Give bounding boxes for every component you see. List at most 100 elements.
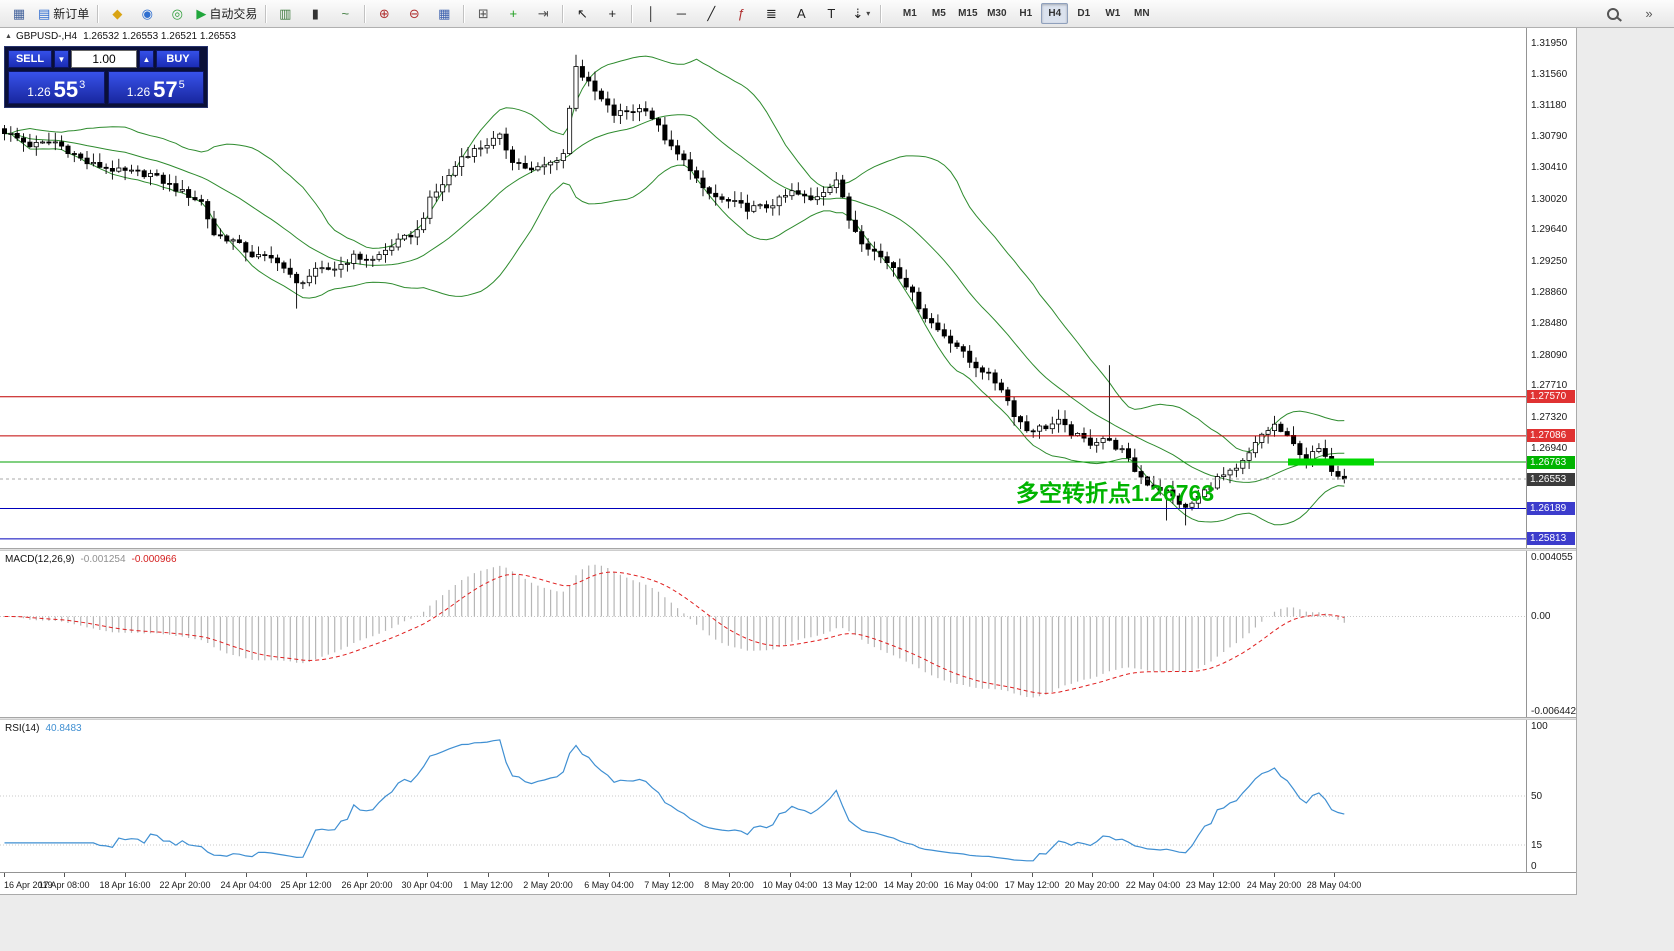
charts-icon[interactable]: ▦ (4, 2, 34, 26)
sell-price-button[interactable]: 1.26 55 3 (8, 71, 105, 104)
sell-price-sup: 3 (79, 79, 86, 91)
rsi-canvas[interactable] (0, 720, 1526, 872)
chart-shift-icon[interactable]: ⇥ (528, 2, 558, 26)
candles-icon[interactable]: ▮ (300, 2, 330, 26)
symbol-period-label: GBPUSD-,H4 (15, 31, 78, 42)
arrows-icon[interactable]: ⇣ ▾ (846, 2, 876, 26)
volume-increase-button[interactable]: ▲ (139, 50, 154, 68)
price-line-badge: 1.27570 (1527, 390, 1575, 403)
price-line-badge: 1.26189 (1527, 502, 1575, 515)
indicators-icon[interactable]: + (498, 2, 528, 26)
new-order-button-label: 新订单 (53, 7, 90, 21)
new-order-button[interactable]: ▤ 新订单 (34, 2, 93, 26)
price-scale-label: 1.27320 (1531, 412, 1568, 423)
time-axis-tick (64, 873, 65, 877)
timeframe-h4[interactable]: H4 (1041, 3, 1069, 24)
macd-header: MACD(12,26,9) -0.001254 -0.000966 (5, 554, 177, 565)
time-axis-label: 30 Apr 04:00 (401, 880, 453, 890)
horizontal-line-icon-icon: ─ (676, 6, 686, 21)
time-axis-label: 18 Apr 16:00 (99, 880, 151, 890)
crosshair-icon[interactable]: + (597, 2, 627, 26)
sell-button[interactable]: SELL (8, 50, 52, 68)
tile-windows-icon-icon: ⊞ (477, 6, 489, 21)
timeframe-h1[interactable]: H1 (1019, 8, 1033, 19)
price-chart-canvas[interactable] (0, 28, 1526, 548)
time-axis-label: 20 May 20:00 (1064, 880, 1120, 890)
macd-canvas[interactable] (0, 551, 1526, 717)
toolbar-separator (562, 4, 564, 23)
time-axis-label: 10 May 04:00 (762, 880, 818, 890)
line-chart-icon-icon: ~ (341, 6, 350, 21)
metaeditor-icon-icon: ◆ (112, 6, 123, 21)
time-axis-tick (729, 873, 730, 877)
time-axis-tick (971, 873, 972, 877)
time-axis-tick (790, 873, 791, 877)
vertical-line-icon-icon: │ (647, 6, 656, 21)
crosshair-icon-icon: + (608, 6, 617, 21)
time-axis-tick (427, 873, 428, 877)
community-icon[interactable]: ◉ (132, 2, 162, 26)
panel-divider[interactable] (0, 548, 1576, 551)
timeframe-m1[interactable]: M1 (902, 8, 917, 19)
volume-input[interactable] (71, 50, 137, 68)
volume-decrease-button[interactable]: ▼ (54, 50, 69, 68)
time-axis-tick (306, 873, 307, 877)
time-axis-tick (1032, 873, 1033, 877)
time-axis-label: 17 May 12:00 (1004, 880, 1060, 890)
time-axis-tick (911, 873, 912, 877)
price-scale[interactable]: 1.31950 1.31560 1.31180 1.30790 1.30410 1.300… (1526, 28, 1576, 872)
line-chart-icon[interactable]: ~ (330, 2, 360, 26)
toolbar-expand-icon: » (1645, 6, 1653, 21)
text-icon[interactable]: A (786, 2, 816, 26)
one-click-trading-panel: SELL ▼ ▲ BUY 1.26 55 3 1.26 57 (4, 46, 208, 108)
chart-shift-icon-icon: ⇥ (537, 6, 549, 21)
macd-scale-label: 0.00 (1531, 611, 1551, 622)
grid-icon[interactable]: ▦ (429, 2, 459, 26)
toolbar-expand-icon[interactable]: » (1634, 2, 1664, 26)
timeframe-m5[interactable]: M5 (931, 8, 946, 19)
cursor-icon[interactable]: ↖ (567, 2, 597, 26)
label-icon[interactable]: T (816, 2, 846, 26)
zoom-out-icon[interactable]: ⊖ (399, 2, 429, 26)
fibonacci-icon[interactable]: ƒ (726, 2, 756, 26)
timeframe-m15[interactable]: M15 (958, 8, 978, 19)
vertical-line-icon[interactable]: │ (636, 2, 666, 26)
panel-divider[interactable] (0, 717, 1576, 720)
timeframe-toolbar: M1 M5 M15 M30 H1 H4 D1 W1 MN (895, 3, 1156, 24)
price-line-badge: 1.26553 (1527, 473, 1575, 486)
horizontal-line-icon[interactable]: ─ (666, 2, 696, 26)
timeframe-w1[interactable]: W1 (1105, 8, 1121, 19)
macd-signal-value: -0.000966 (131, 554, 177, 565)
zoom-in-icon[interactable]: ⊕ (369, 2, 399, 26)
market-icon[interactable]: ◎ (162, 2, 192, 26)
channel-icon[interactable]: ≣ (756, 2, 786, 26)
arrows-icon-icon: ⇣ (852, 6, 864, 21)
price-scale-label: 1.31560 (1531, 69, 1568, 80)
price-line-badge: 1.26763 (1527, 456, 1575, 469)
turning-point-annotation[interactable]: 多空转折点1.26763 (1016, 480, 1215, 506)
metaeditor-icon[interactable]: ◆ (102, 2, 132, 26)
rsi-scale-label: 100 (1531, 721, 1548, 732)
autotrading-button[interactable]: ▶ 自动交易 (192, 2, 261, 26)
buy-price-button[interactable]: 1.26 57 5 (107, 71, 204, 104)
time-axis-tick (185, 873, 186, 877)
search-icon[interactable] (1598, 2, 1628, 26)
rsi-panel: RSI(14) 40.8483 (0, 720, 1526, 872)
trendline-icon[interactable]: ╱ (696, 2, 726, 26)
price-scale-label: 1.30020 (1531, 194, 1568, 205)
time-axis-label: 24 May 20:00 (1246, 880, 1302, 890)
bars-icon[interactable]: ▥ (270, 2, 300, 26)
time-axis-label: 16 Apr 2019 (4, 880, 53, 890)
timeframe-m30[interactable]: M30 (987, 8, 1007, 19)
timeframe-mn[interactable]: MN (1134, 8, 1150, 19)
grid-icon-icon: ▦ (438, 6, 451, 21)
time-axis-tick (488, 873, 489, 877)
time-axis[interactable]: 16 Apr 2019 17 Apr 08:00 18 Apr 16:00 22 Ap… (0, 872, 1576, 894)
price-scale-label: 1.26940 (1531, 443, 1568, 454)
tile-windows-icon[interactable]: ⊞ (468, 2, 498, 26)
timeframe-d1[interactable]: D1 (1077, 8, 1091, 19)
zoom-out-icon-icon: ⊖ (408, 6, 420, 21)
buy-button[interactable]: BUY (156, 50, 200, 68)
rsi-header: RSI(14) 40.8483 (5, 723, 82, 734)
buy-price-big: 57 (153, 77, 178, 102)
